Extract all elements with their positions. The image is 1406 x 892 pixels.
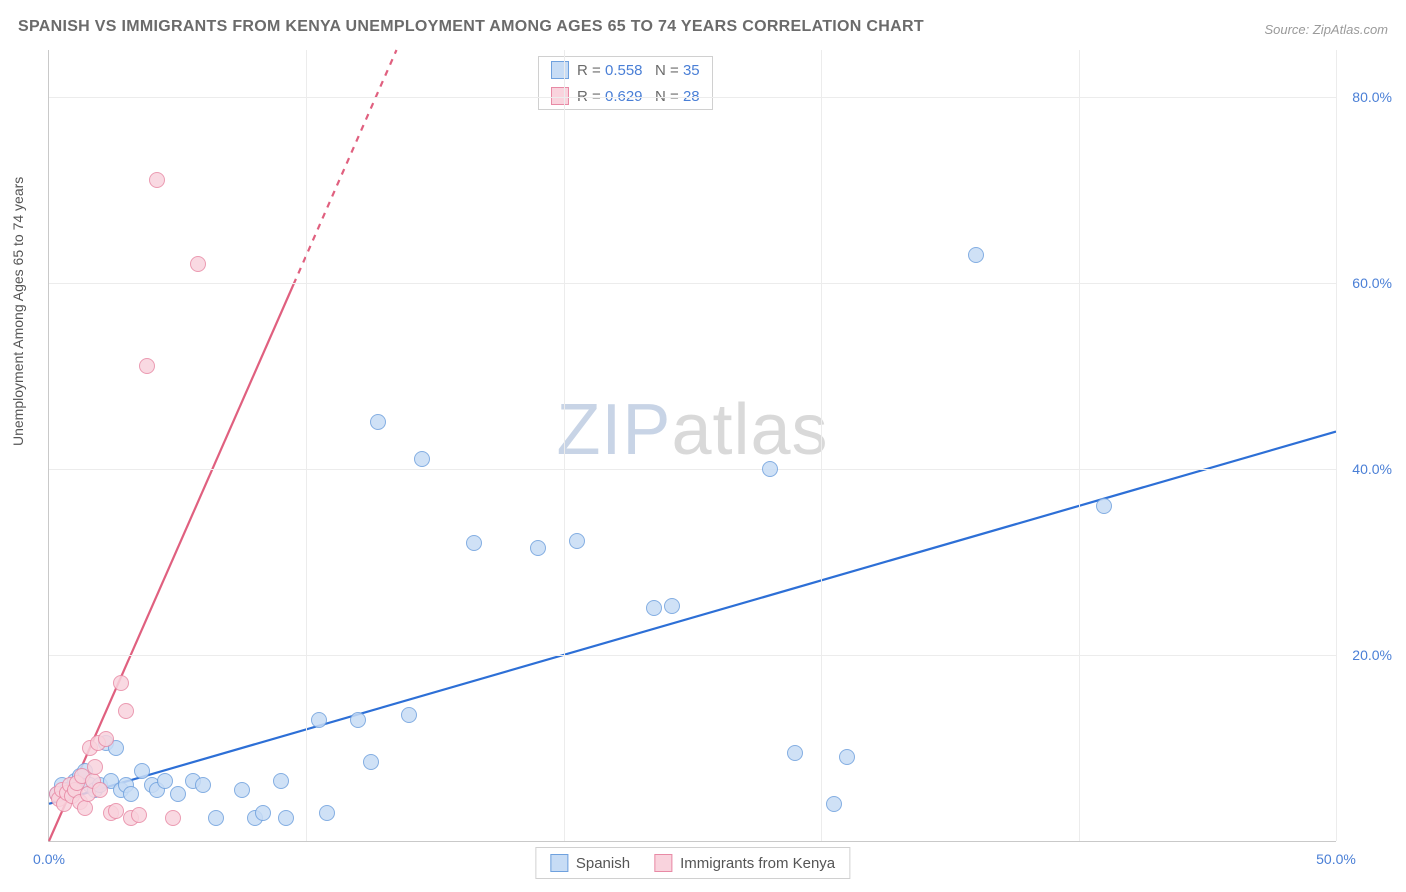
gridline-h [49, 469, 1336, 470]
data-point [131, 807, 147, 823]
gridline-v [1079, 50, 1080, 841]
legend-label: Spanish [576, 855, 630, 872]
gridline-h [49, 97, 1336, 98]
data-point [414, 451, 430, 467]
legend-label: Immigrants from Kenya [680, 855, 835, 872]
chart-title: SPANISH VS IMMIGRANTS FROM KENYA UNEMPLO… [18, 18, 924, 36]
data-point [87, 759, 103, 775]
data-point [664, 598, 680, 614]
watermark-right: atlas [671, 390, 828, 470]
watermark-left: ZIP [556, 390, 671, 470]
data-point [466, 535, 482, 551]
data-point [118, 703, 134, 719]
legend-series: Spanish Immigrants from Kenya [535, 847, 850, 879]
legend-swatch [550, 854, 568, 872]
data-point [190, 256, 206, 272]
x-tick-label: 0.0% [33, 851, 65, 867]
data-point [113, 675, 129, 691]
y-tick-label: 80.0% [1344, 89, 1392, 105]
data-point [401, 707, 417, 723]
data-point [98, 731, 114, 747]
data-point [165, 810, 181, 826]
legend-item: Spanish [550, 854, 630, 872]
data-point [255, 805, 271, 821]
data-point [139, 358, 155, 374]
data-point [370, 414, 386, 430]
legend-row: R = 0.558 N = 35 [539, 57, 712, 83]
data-point [278, 810, 294, 826]
data-point [208, 810, 224, 826]
data-point [350, 712, 366, 728]
data-point [363, 754, 379, 770]
data-point [319, 805, 335, 821]
data-point [968, 247, 984, 263]
data-point [123, 786, 139, 802]
trendlines-svg [49, 50, 1336, 841]
data-point [108, 803, 124, 819]
gridline-v [1336, 50, 1337, 841]
y-tick-label: 40.0% [1344, 461, 1392, 477]
watermark: ZIPatlas [556, 389, 828, 471]
data-point [77, 800, 93, 816]
data-point [787, 745, 803, 761]
gridline-v [821, 50, 822, 841]
data-point [92, 782, 108, 798]
legend-swatch [551, 61, 569, 79]
data-point [149, 172, 165, 188]
x-tick-label: 50.0% [1316, 851, 1356, 867]
data-point [195, 777, 211, 793]
data-point [762, 461, 778, 477]
data-point [530, 540, 546, 556]
legend-item: Immigrants from Kenya [654, 854, 835, 872]
gridline-v [306, 50, 307, 841]
data-point [311, 712, 327, 728]
legend-swatch [654, 854, 672, 872]
data-point [1096, 498, 1112, 514]
data-point [646, 600, 662, 616]
data-point [170, 786, 186, 802]
y-axis-label: Unemployment Among Ages 65 to 74 years [10, 177, 26, 446]
gridline-h [49, 655, 1336, 656]
data-point [273, 773, 289, 789]
source-label: Source: ZipAtlas.com [1264, 22, 1388, 37]
data-point [234, 782, 250, 798]
gridline-h [49, 283, 1336, 284]
data-point [569, 533, 585, 549]
data-point [157, 773, 173, 789]
chart-area: ZIPatlas R = 0.558 N = 35R = 0.629 N = 2… [48, 50, 1336, 842]
y-tick-label: 20.0% [1344, 647, 1392, 663]
data-point [839, 749, 855, 765]
y-tick-label: 60.0% [1344, 275, 1392, 291]
data-point [134, 763, 150, 779]
legend-stats: R = 0.558 N = 35 [577, 62, 700, 79]
data-point [826, 796, 842, 812]
gridline-v [564, 50, 565, 841]
